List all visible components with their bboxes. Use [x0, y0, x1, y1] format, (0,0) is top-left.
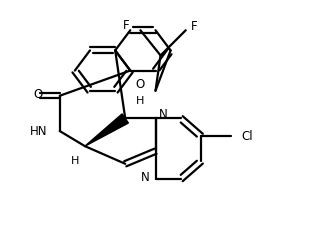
- Text: N: N: [141, 171, 150, 184]
- Text: H: H: [71, 156, 79, 166]
- Text: Cl: Cl: [241, 130, 253, 143]
- Text: N: N: [159, 108, 168, 121]
- Text: H: H: [136, 96, 145, 106]
- Text: F: F: [123, 19, 130, 32]
- Text: HN: HN: [30, 124, 47, 138]
- Polygon shape: [85, 114, 128, 146]
- Text: O: O: [33, 88, 43, 101]
- Text: F: F: [191, 20, 198, 33]
- Text: O: O: [135, 78, 144, 91]
